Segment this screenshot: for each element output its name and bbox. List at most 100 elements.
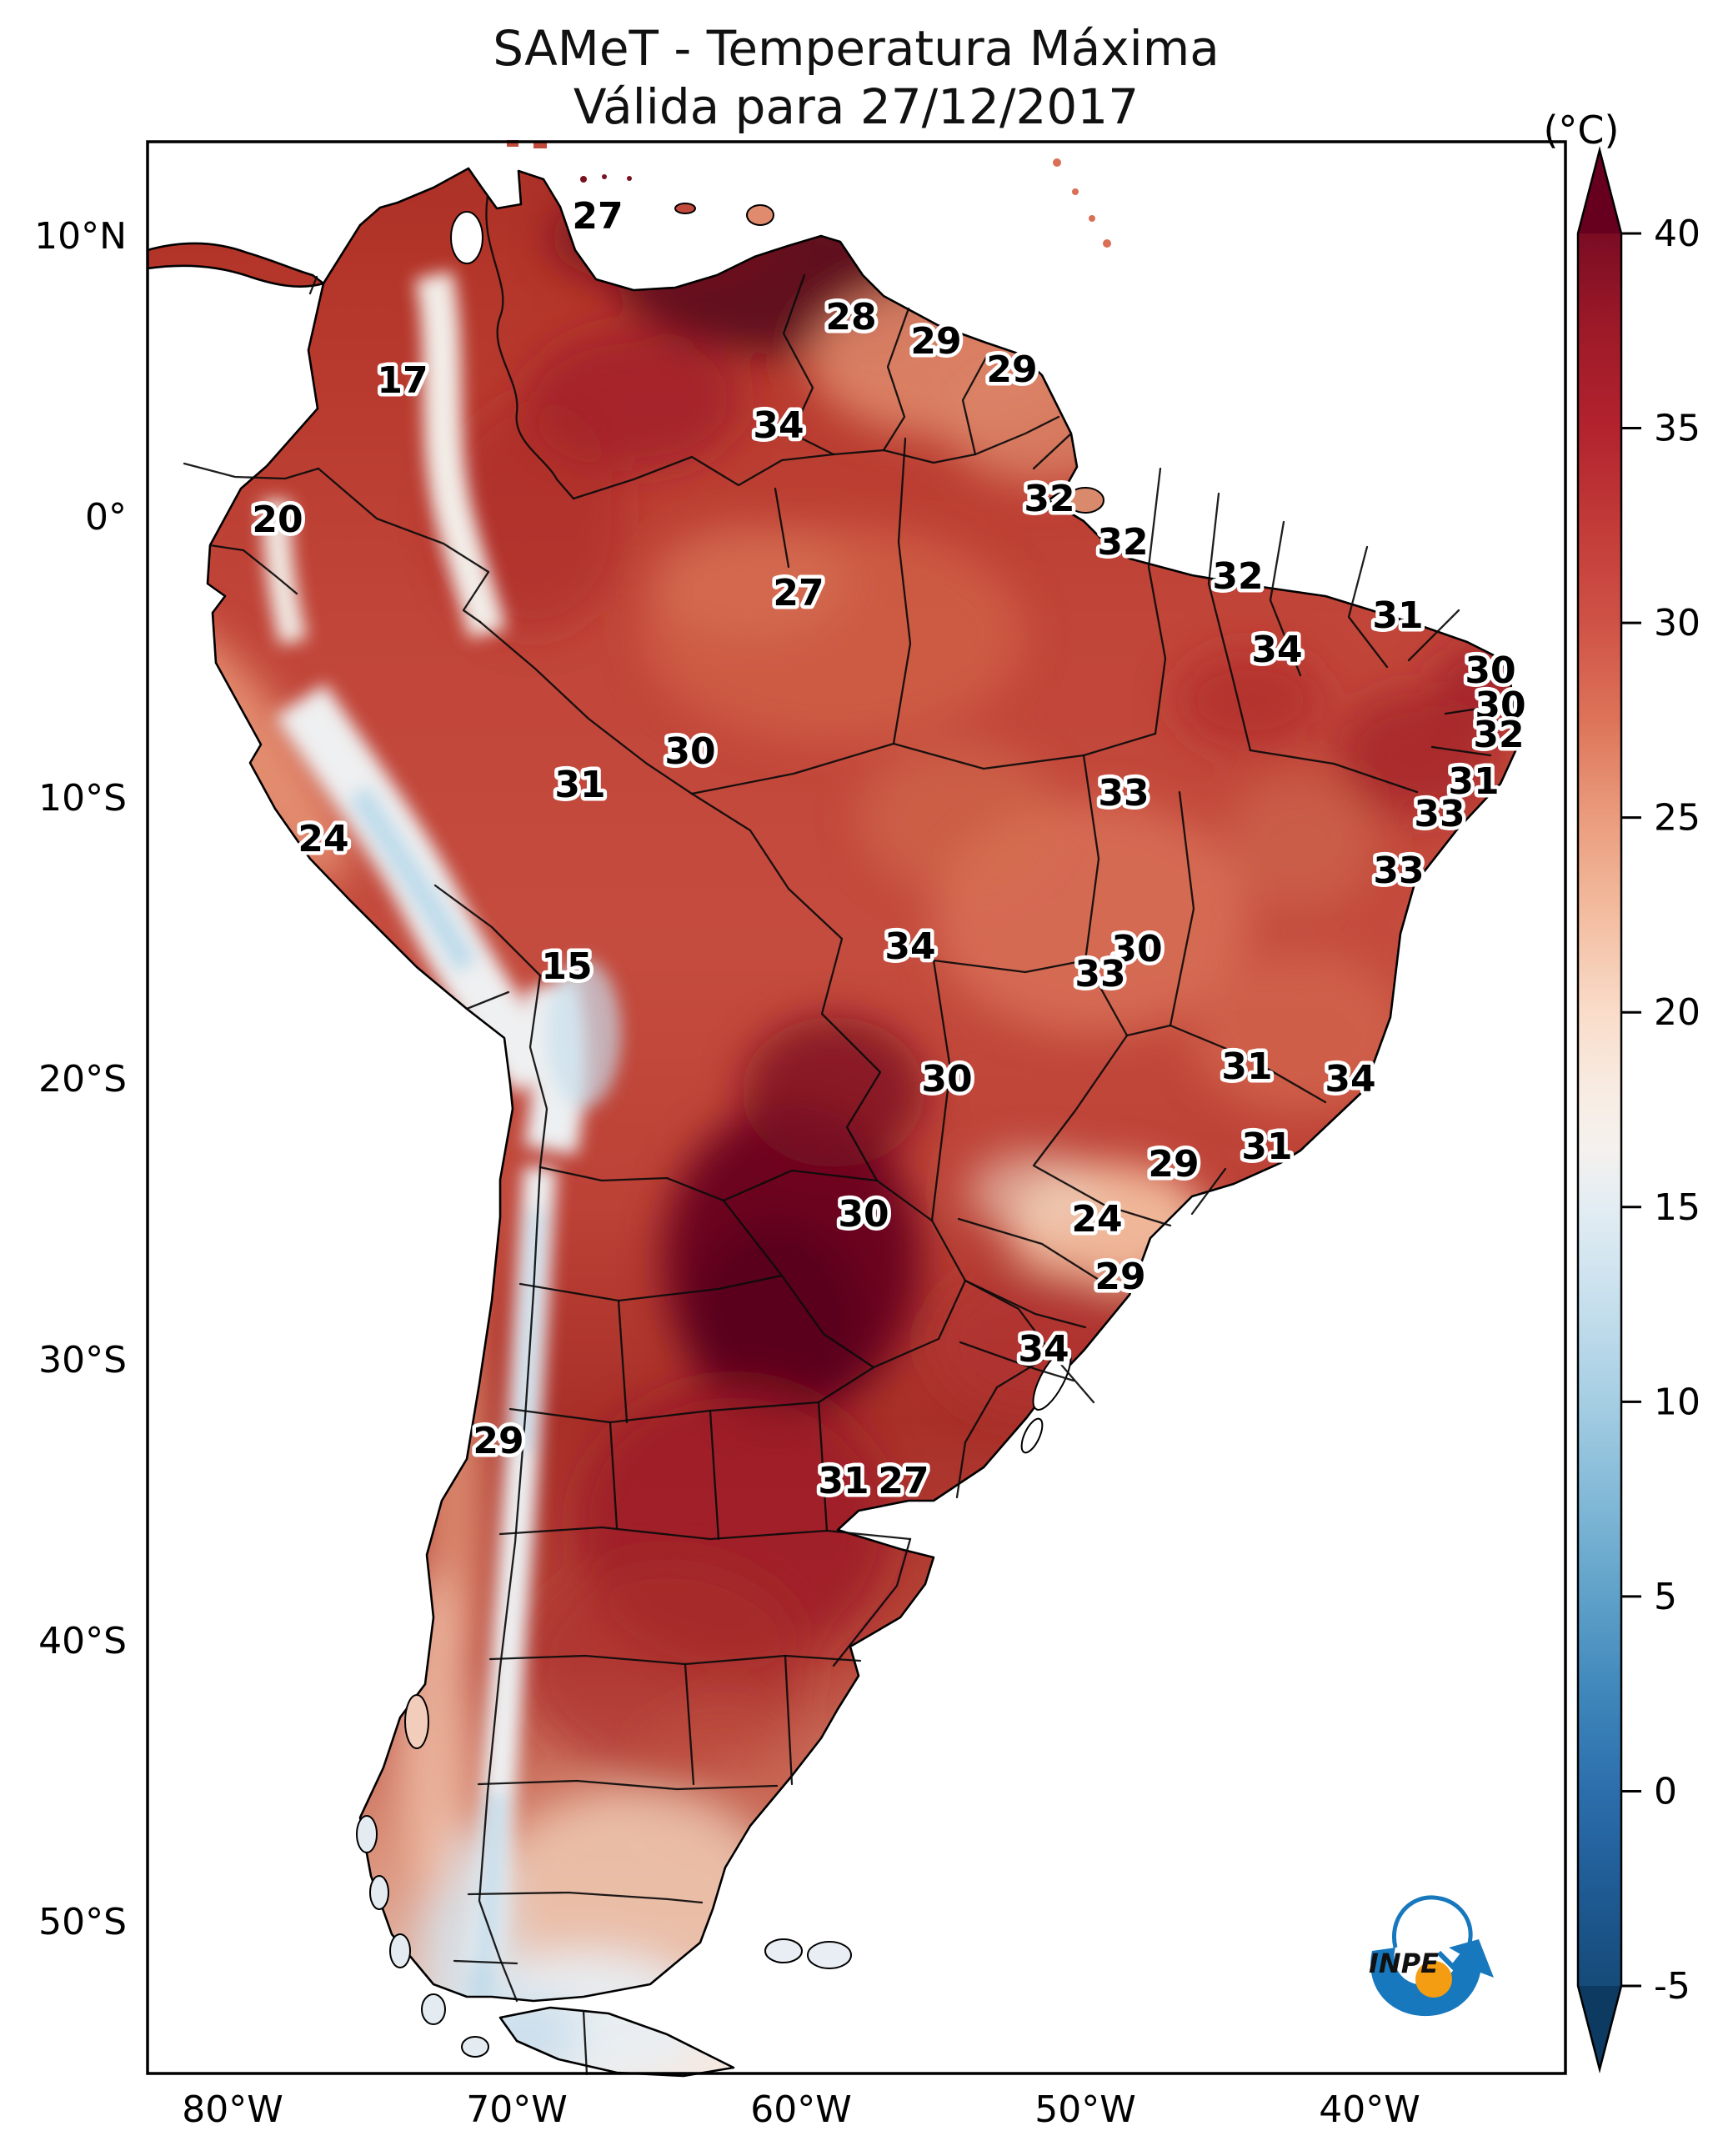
colorbar-tick-label: 35 bbox=[1654, 408, 1700, 450]
temperature-label: 34 bbox=[753, 404, 804, 447]
curacao-island bbox=[580, 176, 587, 183]
colorbar-tick-label: 0 bbox=[1654, 1770, 1677, 1813]
temperature-label: 17 bbox=[377, 359, 428, 402]
colorbar-tick-label: 40 bbox=[1654, 213, 1700, 255]
lat-tick-label: 10°S bbox=[38, 777, 127, 820]
islets bbox=[627, 176, 632, 181]
temperature-label: 15 bbox=[541, 945, 592, 988]
fjord-island bbox=[461, 2036, 489, 2058]
temperature-label: 29 bbox=[986, 348, 1037, 391]
lon-tick-label: 50°W bbox=[1034, 2088, 1136, 2131]
temperature-label: 30 bbox=[1475, 684, 1525, 727]
fjord-island bbox=[369, 1875, 389, 1910]
fjord-island bbox=[389, 1933, 411, 1968]
colorbar-tick-label: -5 bbox=[1654, 1965, 1690, 2008]
temperature-label: 31 bbox=[1448, 760, 1499, 803]
temperature-label: 30 bbox=[664, 730, 715, 773]
temperature-label: 30 bbox=[1111, 928, 1162, 970]
inpe-logo-text: INPE bbox=[1369, 1948, 1439, 1979]
trinidad-island bbox=[746, 204, 774, 226]
inpe-logo-sun bbox=[1415, 1961, 1452, 1998]
inpe-logo-arrowhead-icon bbox=[1436, 1949, 1468, 1971]
antilles-speck bbox=[1089, 215, 1095, 222]
temperature-label: 27 bbox=[878, 1460, 929, 1502]
temperature-label: 33 bbox=[1414, 793, 1465, 835]
lon-tick-label: 60°W bbox=[750, 2088, 852, 2131]
temperature-label: 33 bbox=[1098, 772, 1149, 815]
temperature-label: 33 bbox=[1074, 953, 1125, 995]
temperature-label: 29 bbox=[1094, 1256, 1145, 1298]
temperature-label: 30 bbox=[1465, 649, 1515, 692]
andes-band bbox=[262, 271, 621, 2003]
temperature-label: 31 bbox=[1221, 1045, 1272, 1088]
latitude-axis: 10°N 0° 10°S 20°S 30°S 40°S 50°S bbox=[34, 215, 127, 1943]
lon-tick-label: 80°W bbox=[182, 2088, 283, 2131]
temperature-label: 31 bbox=[1372, 594, 1423, 637]
temperature-label: 29 bbox=[473, 1420, 523, 1462]
lat-tick-label: 30°S bbox=[38, 1339, 127, 1381]
temperature-label: 27 bbox=[572, 195, 623, 238]
antilles-speck bbox=[1072, 188, 1079, 195]
aruba-speck bbox=[507, 140, 518, 147]
title-line-2: Válida para 27/12/2017 bbox=[573, 78, 1139, 135]
colorbar-tick-label: 20 bbox=[1654, 991, 1700, 1034]
temperature-label: 34 bbox=[884, 925, 935, 968]
lagoa-mirim bbox=[1020, 1417, 1044, 1454]
title-line-1: SAMeT - Temperatura Máxima bbox=[493, 20, 1220, 77]
colorbar-tick-label: 10 bbox=[1654, 1381, 1700, 1423]
inpe-logo: INPE bbox=[1369, 1895, 1494, 2017]
temperature-label: 24 bbox=[298, 818, 348, 860]
colorbar-under-arrow bbox=[1578, 1986, 1621, 2069]
temperature-label: 32 bbox=[1473, 714, 1524, 756]
temperature-label: 34 bbox=[1325, 1058, 1375, 1101]
map-frame bbox=[146, 140, 1567, 2075]
colorbar: (°C) 40 35 30 25 20 15 10 5 0 -5 bbox=[1543, 108, 1700, 2073]
colorbar-tick-label: 5 bbox=[1654, 1576, 1677, 1618]
margarita-island bbox=[674, 203, 696, 214]
marajo-island bbox=[1066, 487, 1104, 514]
colorbar-tick-label: 15 bbox=[1654, 1186, 1700, 1229]
antilles-speck bbox=[1103, 239, 1111, 248]
lat-tick-label: 20°S bbox=[38, 1058, 127, 1101]
colorbar-tick-label: 25 bbox=[1654, 797, 1700, 840]
temperature-label: 34 bbox=[1251, 629, 1302, 671]
temperature-label: 20 bbox=[252, 499, 303, 541]
temperature-label: 32 bbox=[1024, 478, 1074, 520]
temperature-label: 30 bbox=[921, 1058, 972, 1101]
temperature-label: 31 bbox=[554, 764, 605, 806]
colorbar-ticks: 40 35 30 25 20 15 10 5 0 -5 bbox=[1621, 213, 1700, 2008]
colorbar-gradient bbox=[1578, 233, 1621, 1986]
lon-tick-label: 40°W bbox=[1319, 2088, 1420, 2131]
lakes-islands bbox=[356, 140, 1111, 2058]
temperature-label: 31 bbox=[818, 1460, 869, 1502]
colorbar-tick-label: 30 bbox=[1654, 602, 1700, 644]
temperature-label: 28 bbox=[825, 296, 876, 338]
lat-tick-label: 40°S bbox=[38, 1620, 127, 1662]
antilles-speck bbox=[1053, 158, 1061, 167]
temperature-label: 31 bbox=[1241, 1126, 1292, 1168]
state-borders bbox=[467, 432, 1502, 1904]
temperature-label: 32 bbox=[1097, 521, 1148, 564]
chiloe-island bbox=[404, 1694, 429, 1749]
temperature-label: 24 bbox=[1071, 1198, 1122, 1241]
colorbar-over-arrow bbox=[1578, 150, 1621, 233]
bonaire-island bbox=[602, 174, 607, 179]
lat-tick-label: 10°N bbox=[34, 215, 127, 258]
fjord-island bbox=[356, 1815, 378, 1853]
longitude-axis: 80°W 70°W 60°W 50°W 40°W bbox=[182, 2088, 1420, 2131]
inpe-logo-swirl bbox=[1392, 1895, 1473, 1968]
lake-maracaibo bbox=[450, 211, 483, 264]
temperature-label: 29 bbox=[910, 320, 961, 363]
colorbar-unit-label: (°C) bbox=[1543, 108, 1619, 153]
falkland-east bbox=[807, 1941, 852, 1969]
lon-tick-label: 70°W bbox=[466, 2088, 568, 2131]
temperature-label: 32 bbox=[1212, 555, 1263, 598]
lat-tick-label: 50°S bbox=[38, 1901, 127, 1943]
fjord-island bbox=[421, 1993, 446, 2025]
temperature-label: 27 bbox=[773, 572, 824, 614]
island-speck bbox=[533, 142, 547, 148]
temperature-label: 33 bbox=[1373, 850, 1424, 892]
